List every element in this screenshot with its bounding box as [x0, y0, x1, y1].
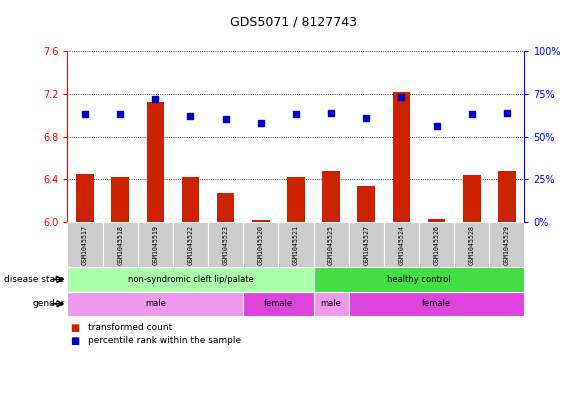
Bar: [103, 222, 138, 267]
Bar: [217, 193, 234, 222]
Text: female: female: [264, 299, 293, 308]
Text: percentile rank within the sample: percentile rank within the sample: [88, 336, 241, 345]
Bar: [67, 292, 243, 316]
Text: ■: ■: [70, 336, 80, 346]
Text: GSM1045526: GSM1045526: [434, 225, 440, 264]
Text: GSM1045527: GSM1045527: [363, 225, 369, 264]
Text: male: male: [145, 299, 166, 308]
Bar: [67, 222, 103, 267]
Text: GSM1045521: GSM1045521: [293, 225, 299, 264]
Text: disease state: disease state: [4, 275, 64, 284]
Bar: [67, 267, 314, 292]
Text: GSM1045525: GSM1045525: [328, 225, 334, 264]
Bar: [498, 171, 516, 222]
Text: GSM1045517: GSM1045517: [82, 225, 88, 264]
Bar: [182, 177, 199, 222]
Text: non-syndromic cleft lip/palate: non-syndromic cleft lip/palate: [128, 275, 253, 284]
Text: GSM1045519: GSM1045519: [152, 225, 158, 264]
Bar: [243, 292, 314, 316]
Bar: [208, 222, 243, 267]
Text: GSM1045520: GSM1045520: [258, 225, 264, 264]
Text: GSM1045529: GSM1045529: [504, 225, 510, 264]
Text: healthy control: healthy control: [387, 275, 451, 284]
Bar: [287, 177, 305, 222]
Bar: [393, 92, 410, 222]
Bar: [463, 175, 481, 222]
Text: GSM1045528: GSM1045528: [469, 225, 475, 264]
Bar: [138, 222, 173, 267]
Bar: [384, 222, 419, 267]
Text: male: male: [321, 299, 342, 308]
Bar: [252, 220, 270, 222]
Bar: [322, 171, 340, 222]
Bar: [173, 222, 208, 267]
Bar: [349, 292, 524, 316]
Bar: [314, 267, 524, 292]
Text: gender: gender: [32, 299, 64, 308]
Text: transformed count: transformed count: [88, 323, 172, 332]
Bar: [428, 219, 445, 222]
Text: female: female: [422, 299, 451, 308]
Bar: [349, 222, 384, 267]
Bar: [357, 186, 375, 222]
Bar: [111, 177, 129, 222]
Bar: [243, 222, 278, 267]
Text: GSM1045524: GSM1045524: [398, 225, 404, 264]
Bar: [146, 102, 164, 222]
Text: GSM1045518: GSM1045518: [117, 225, 123, 264]
Bar: [314, 222, 349, 267]
Text: GSM1045523: GSM1045523: [223, 225, 229, 264]
Bar: [419, 222, 454, 267]
Bar: [314, 292, 349, 316]
Text: GDS5071 / 8127743: GDS5071 / 8127743: [230, 15, 356, 28]
Text: GSM1045522: GSM1045522: [188, 225, 193, 264]
Bar: [454, 222, 489, 267]
Bar: [278, 222, 314, 267]
Text: ■: ■: [70, 323, 80, 333]
Bar: [76, 174, 94, 222]
Bar: [489, 222, 524, 267]
